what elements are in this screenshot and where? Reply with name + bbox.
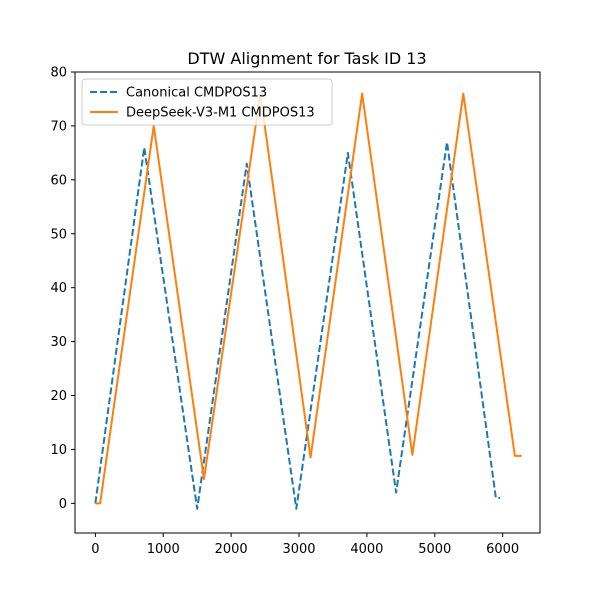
chart-title: DTW Alignment for Task ID 13	[187, 49, 426, 68]
y-tick-label: 70	[50, 119, 67, 134]
y-tick-label: 40	[50, 281, 67, 296]
x-tick-label: 2000	[215, 542, 248, 557]
x-tick-label: 5000	[418, 542, 451, 557]
y-tick-label: 50	[50, 227, 67, 242]
x-tick-label: 3000	[282, 542, 315, 557]
y-axis: 0 10 20 30 40 50 60 70 80	[50, 66, 75, 512]
x-axis: 0 1000 2000 3000 4000 5000 6000	[91, 533, 519, 557]
series-line-canonical	[94, 141, 500, 510]
y-tick-label: 20	[50, 389, 67, 404]
series-layer	[94, 92, 522, 510]
legend-label-canonical: Canonical CMDPOS13	[126, 86, 267, 101]
y-tick-label: 80	[50, 66, 67, 81]
x-tick-label: 0	[91, 542, 99, 557]
x-tick-label: 4000	[350, 542, 383, 557]
legend-label-deepseek: DeepSeek-V3-M1 CMDPOS13	[126, 106, 315, 121]
y-tick-label: 10	[50, 443, 67, 458]
y-tick-label: 0	[59, 497, 67, 512]
y-tick-label: 30	[50, 335, 67, 350]
legend-box	[81, 78, 333, 126]
legend: Canonical CMDPOS13 DeepSeek-V3-M1 CMDPOS…	[81, 78, 333, 126]
x-tick-label: 1000	[147, 542, 180, 557]
plot-frame	[74, 71, 541, 534]
x-tick-label: 6000	[486, 542, 519, 557]
y-tick-label: 60	[50, 173, 67, 188]
series-line-deepseek	[95, 92, 522, 505]
